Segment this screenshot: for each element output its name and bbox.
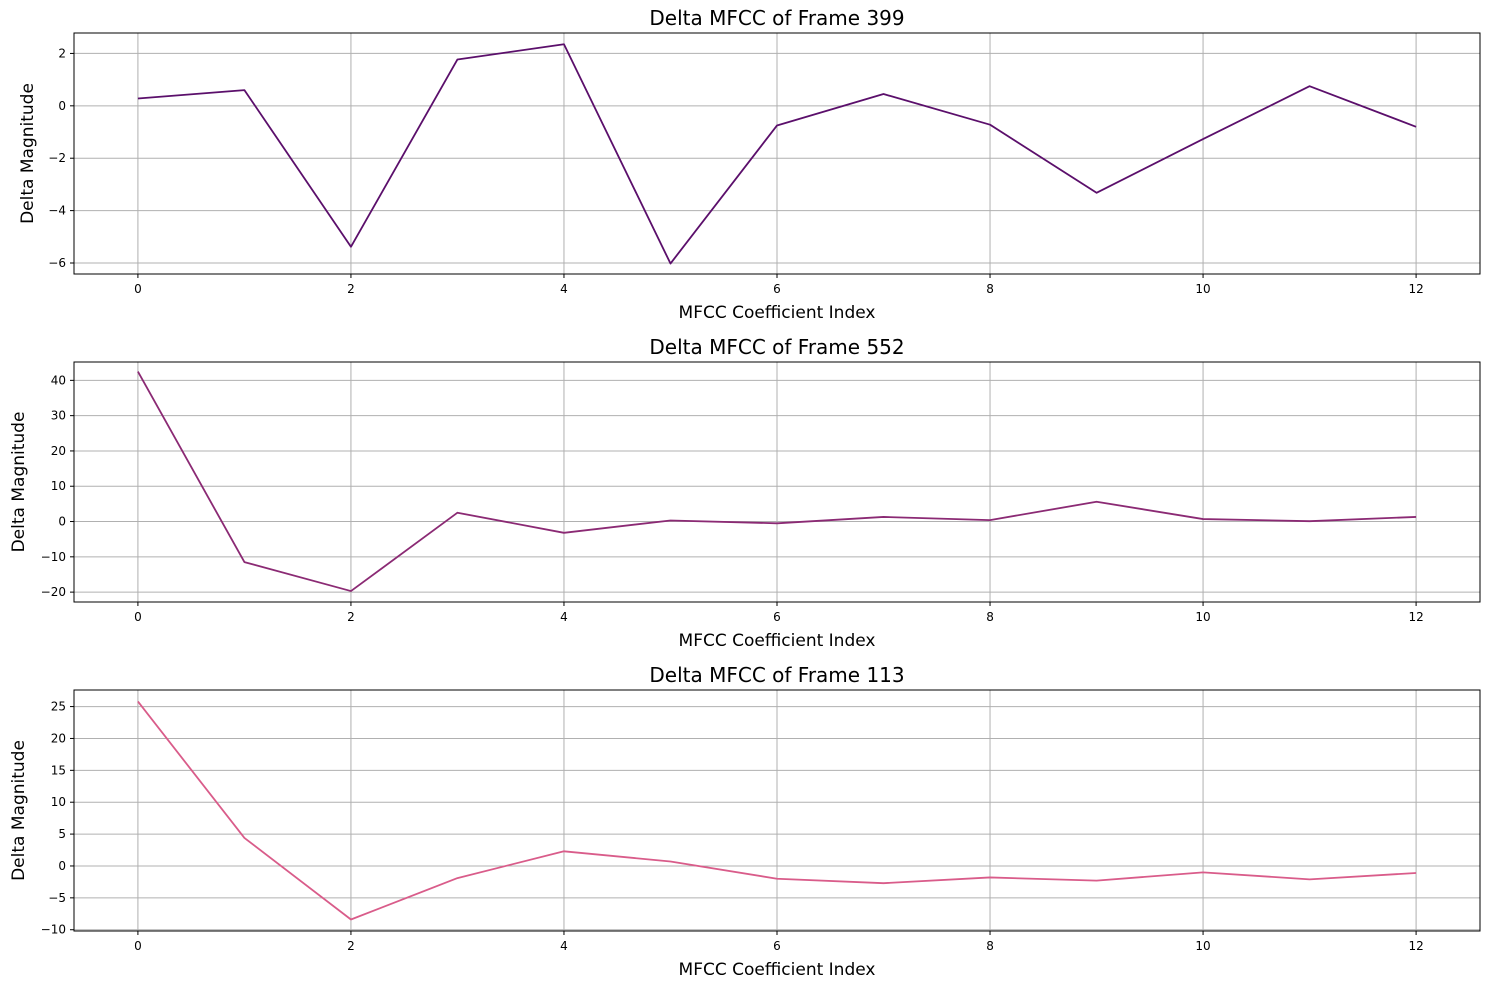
- y-tick-label: −2: [48, 151, 66, 165]
- x-axis-label: MFCC Coefficient Index: [679, 960, 876, 980]
- x-tick-label: 8: [986, 610, 994, 624]
- y-axis-label: Delta Magnitude: [18, 83, 38, 224]
- series-line: [137, 371, 1417, 592]
- x-tick-label: 12: [1408, 939, 1423, 953]
- x-tick-label: 12: [1408, 282, 1423, 296]
- x-tick-label: 4: [560, 282, 568, 296]
- x-tick-label: 8: [986, 939, 994, 953]
- x-tick-label: 2: [347, 282, 355, 296]
- y-tick-label: 5: [58, 827, 66, 841]
- y-tick-label: 25: [51, 700, 66, 714]
- series-line: [137, 43, 1417, 265]
- y-axis-label: Delta Magnitude: [9, 740, 29, 881]
- subplot-1: 0 2 4 6 8 10 12 −6 −4 −2 0 2 Delta MFCC of Frame 399…: [18, 6, 1481, 323]
- y-tick-label: 10: [51, 479, 66, 493]
- x-axis-label: MFCC Coefficient Index: [679, 631, 876, 651]
- x-tick-label: 4: [560, 610, 568, 624]
- subplot-2: 0 2 4 6 8 10 12 −20 −10 0 10 20 30 40 Delta MFCC of Fr…: [9, 335, 1481, 651]
- x-tick-label: 10: [1195, 939, 1210, 953]
- x-tick-label: 6: [773, 282, 781, 296]
- y-tick-label: 30: [51, 409, 66, 423]
- x-tick-label: 0: [134, 610, 142, 624]
- chart-title: Delta MFCC of Frame 552: [649, 335, 904, 359]
- y-tick-label: 40: [51, 373, 66, 387]
- x-tick-label: 0: [134, 282, 142, 296]
- subplot-3: 0 2 4 6 8 10 12 −10 −5 0 5 10 15 20 25 Delta MFCC of Fr…: [9, 663, 1481, 980]
- x-tick-label: 4: [560, 939, 568, 953]
- x-tick-label: 12: [1408, 610, 1423, 624]
- y-tick-label: −5: [48, 891, 66, 905]
- y-tick-label: 0: [58, 99, 66, 113]
- y-tick-label: 0: [58, 515, 66, 529]
- y-tick-label: 0: [58, 859, 66, 873]
- x-tick-label: 10: [1195, 282, 1210, 296]
- y-tick-label: 10: [51, 795, 66, 809]
- y-tick-label: 20: [51, 731, 66, 745]
- y-tick-label: 20: [51, 444, 66, 458]
- y-tick-label: −6: [48, 256, 66, 270]
- y-tick-label: −20: [41, 585, 66, 599]
- x-tick-label: 2: [347, 610, 355, 624]
- x-axis-label: MFCC Coefficient Index: [679, 303, 876, 323]
- chart-title: Delta MFCC of Frame 399: [649, 6, 904, 30]
- y-tick-label: −10: [41, 550, 66, 564]
- y-tick-label: 15: [51, 763, 66, 777]
- y-tick-label: −10: [41, 923, 66, 937]
- y-tick-label: 2: [58, 46, 66, 60]
- x-tick-label: 0: [134, 939, 142, 953]
- chart-title: Delta MFCC of Frame 113: [649, 663, 904, 687]
- x-tick-label: 2: [347, 939, 355, 953]
- x-tick-label: 10: [1195, 610, 1210, 624]
- x-tick-label: 8: [986, 282, 994, 296]
- x-tick-label: 6: [773, 610, 781, 624]
- x-tick-label: 6: [773, 939, 781, 953]
- y-tick-label: −4: [48, 204, 66, 218]
- series-line: [137, 700, 1417, 921]
- y-axis-label: Delta Magnitude: [9, 412, 29, 553]
